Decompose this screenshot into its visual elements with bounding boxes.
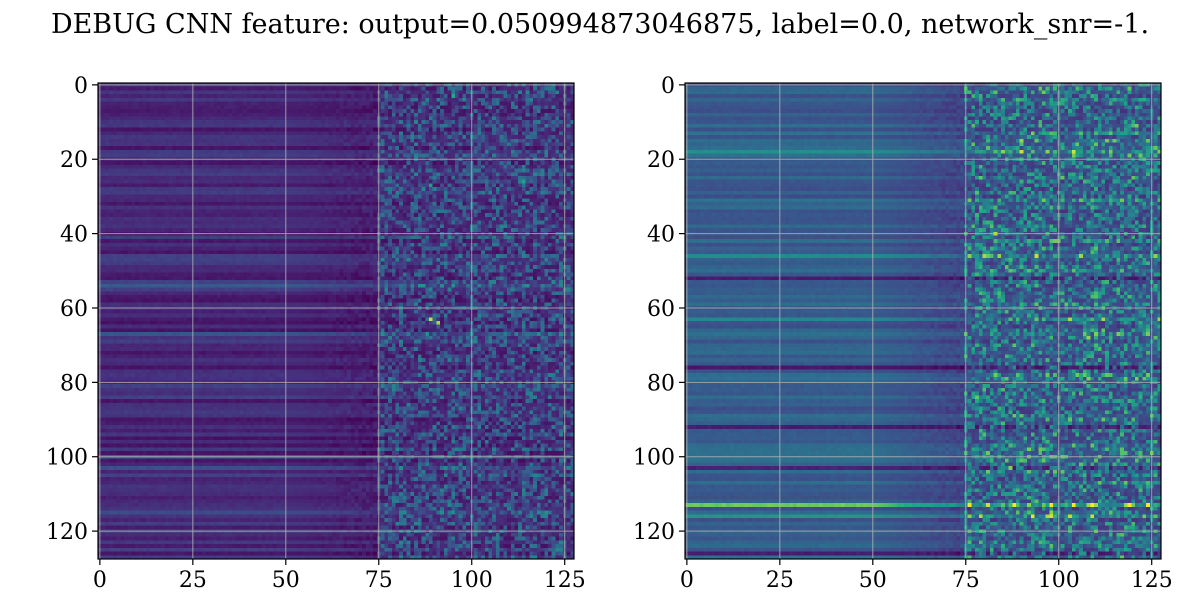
y-tick-label: 100 (46, 446, 88, 471)
ticks-right: 0 25 50 75 100 125 0 20 40 60 80 100 120 (633, 74, 1173, 593)
heatmap-panel-right: 0 25 50 75 100 125 0 20 40 60 80 100 120 (633, 74, 1173, 593)
y-tick-label: 40 (60, 223, 88, 248)
x-tick-label: 100 (451, 568, 493, 593)
x-tick-label: 125 (544, 568, 586, 593)
x-tick-label: 50 (859, 568, 887, 593)
x-tick-label: 50 (272, 568, 300, 593)
x-tick-label: 125 (1131, 568, 1173, 593)
y-tick-label: 0 (661, 74, 675, 99)
y-tick-label: 60 (647, 297, 675, 322)
y-tick-label: 80 (647, 371, 675, 396)
y-tick-label: 100 (633, 446, 675, 471)
y-tick-label: 80 (60, 371, 88, 396)
grid-left (98, 83, 574, 559)
heatmap-image-left (98, 83, 574, 559)
heatmap-image-right (685, 83, 1161, 559)
x-tick-label: 100 (1038, 568, 1080, 593)
x-tick-label: 75 (952, 568, 980, 593)
y-tick-label: 120 (633, 520, 675, 545)
x-tick-label: 0 (680, 568, 694, 593)
x-tick-label: 0 (93, 568, 107, 593)
y-tick-label: 120 (46, 520, 88, 545)
y-tick-label: 20 (647, 148, 675, 173)
y-tick-label: 20 (60, 148, 88, 173)
heatmap-panel-left: 0 25 50 75 100 125 0 20 40 60 80 100 120 (46, 74, 586, 593)
y-tick-label: 0 (74, 74, 88, 99)
axes-frame-left (97, 82, 575, 560)
x-tick-label: 25 (766, 568, 794, 593)
y-tick-label: 60 (60, 297, 88, 322)
chart-title: DEBUG CNN feature: output=0.050994873046… (51, 9, 1149, 40)
ticks-left: 0 25 50 75 100 125 0 20 40 60 80 100 120 (46, 74, 586, 593)
grid-right (685, 83, 1161, 559)
y-tick-label: 40 (647, 223, 675, 248)
x-tick-label: 25 (179, 568, 207, 593)
x-tick-label: 75 (365, 568, 393, 593)
axes-frame-right (684, 82, 1162, 560)
